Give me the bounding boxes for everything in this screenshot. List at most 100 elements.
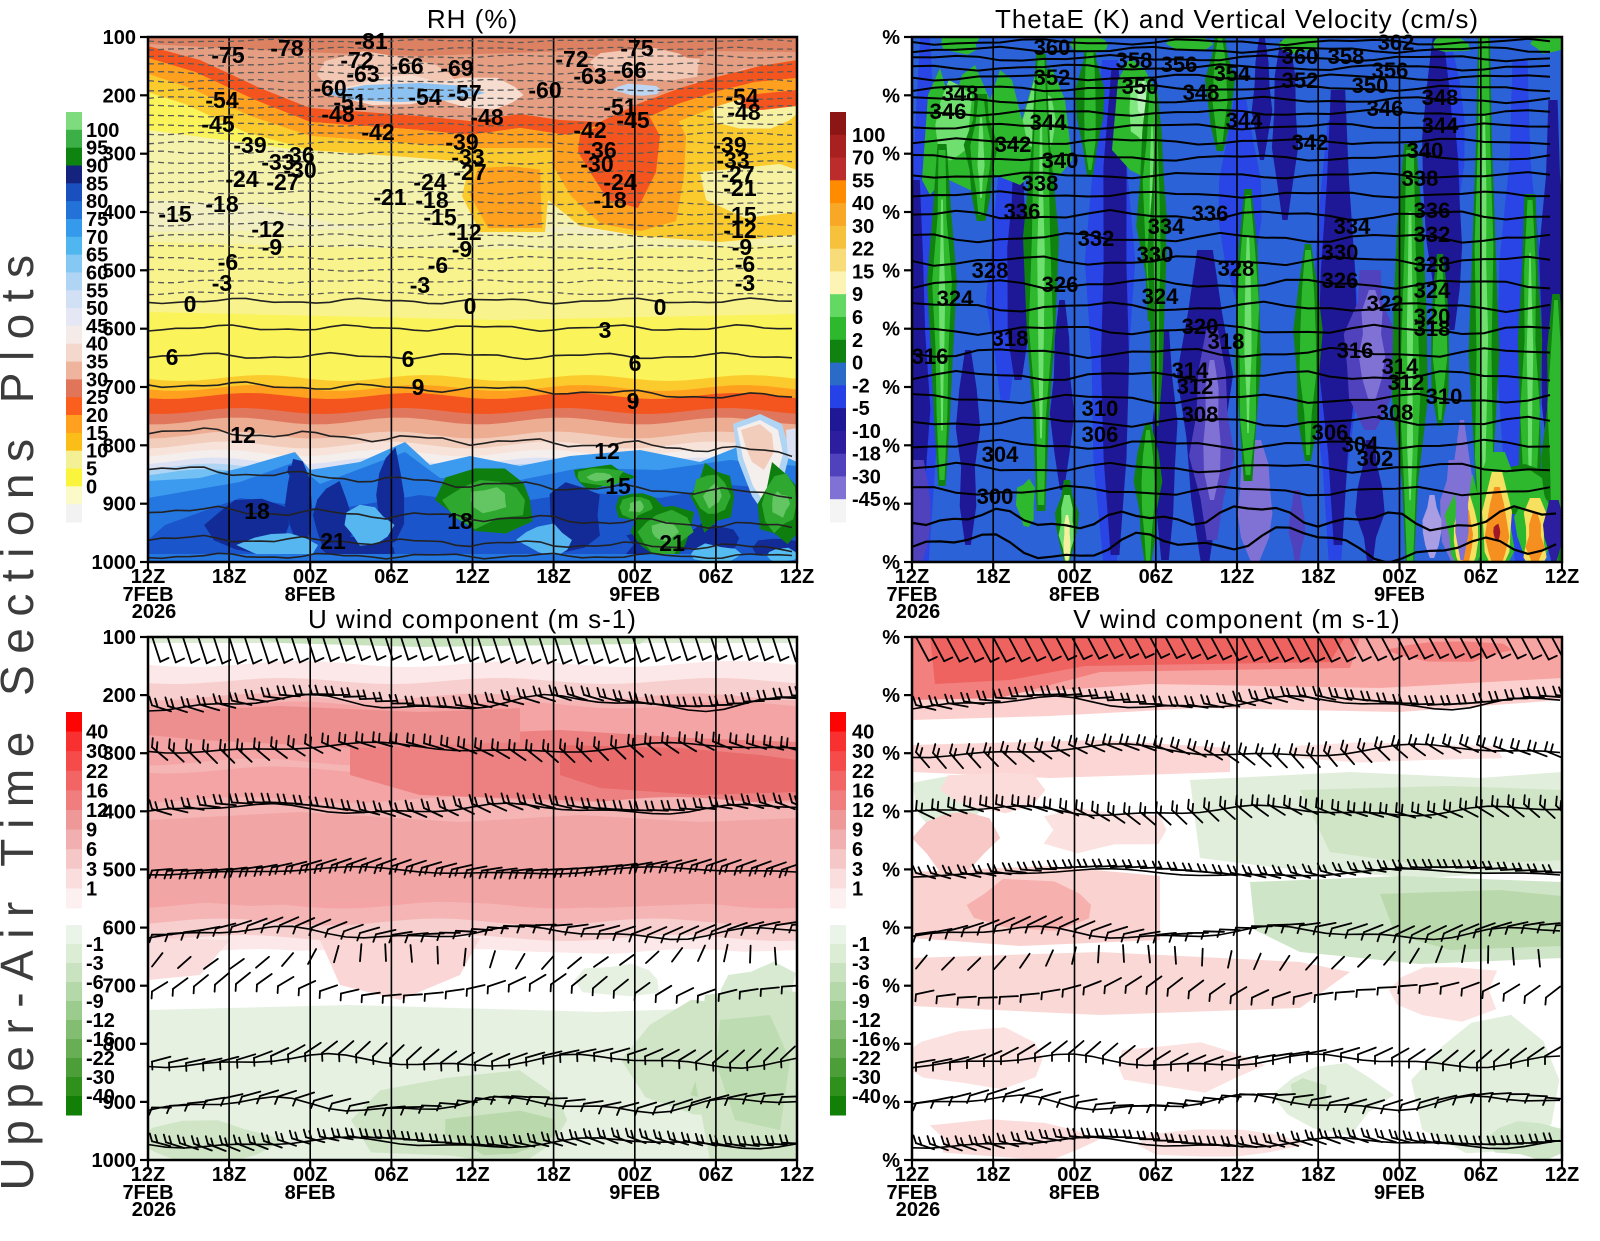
svg-text:-21: -21 [373, 184, 406, 210]
svg-text:12: 12 [594, 438, 620, 464]
svg-text:-18: -18 [205, 191, 238, 217]
svg-text:15: 15 [605, 473, 631, 499]
svg-text:338: 338 [1022, 171, 1059, 196]
svg-text:12Z: 12Z [1545, 566, 1579, 588]
svg-text:-63: -63 [346, 61, 379, 87]
svg-text:-9: -9 [452, 236, 472, 262]
svg-text:18Z: 18Z [1301, 1164, 1335, 1186]
svg-text:0: 0 [852, 353, 863, 375]
svg-text:8FEB: 8FEB [1049, 1182, 1100, 1204]
svg-text:326: 326 [1322, 268, 1359, 293]
svg-text:342: 342 [995, 132, 1032, 157]
svg-text:21: 21 [659, 530, 685, 556]
svg-text:9: 9 [627, 388, 640, 414]
svg-text:600: 600 [103, 918, 136, 940]
svg-text:-40: -40 [86, 1086, 115, 1108]
svg-text:310: 310 [1082, 396, 1119, 421]
svg-text:V wind component (m s-1): V wind component (m s-1) [1073, 604, 1400, 634]
svg-text:360: 360 [1034, 35, 1071, 60]
svg-text:302: 302 [1357, 446, 1394, 471]
svg-text:356: 356 [1161, 52, 1198, 77]
svg-text:12Z: 12Z [1545, 1164, 1579, 1186]
svg-text:900: 900 [103, 494, 136, 516]
svg-text:%: % [882, 1034, 900, 1056]
svg-text:350: 350 [1352, 73, 1389, 98]
svg-text:6: 6 [166, 344, 179, 370]
svg-text:9FEB: 9FEB [1374, 584, 1425, 606]
svg-text:100: 100 [103, 27, 136, 49]
svg-text:18: 18 [447, 508, 473, 534]
svg-text:%: % [882, 260, 900, 282]
svg-text:-75: -75 [211, 42, 244, 68]
svg-text:-66: -66 [390, 53, 423, 79]
svg-text:332: 332 [1414, 222, 1451, 247]
svg-text:%: % [882, 859, 900, 881]
svg-text:340: 340 [1042, 148, 1079, 173]
svg-text:%: % [882, 743, 900, 765]
svg-text:-21: -21 [723, 175, 756, 201]
svg-text:358: 358 [1116, 48, 1153, 73]
svg-text:1000: 1000 [92, 552, 137, 574]
svg-text:0: 0 [184, 291, 197, 317]
svg-text:12Z: 12Z [1220, 566, 1254, 588]
svg-text:-27: -27 [453, 159, 486, 185]
svg-text:%: % [882, 319, 900, 341]
svg-text:352: 352 [1034, 65, 1071, 90]
svg-text:-48: -48 [470, 104, 503, 130]
svg-text:12Z: 12Z [1220, 1164, 1254, 1186]
svg-text:324: 324 [1142, 284, 1179, 309]
svg-text:0: 0 [86, 476, 97, 498]
svg-text:6: 6 [402, 346, 415, 372]
svg-text:300: 300 [977, 484, 1014, 509]
svg-text:348: 348 [1422, 85, 1459, 110]
svg-text:-3: -3 [410, 272, 430, 298]
svg-text:8FEB: 8FEB [285, 584, 336, 606]
svg-text:312: 312 [1177, 374, 1214, 399]
svg-text:30: 30 [852, 216, 874, 238]
svg-text:-42: -42 [361, 119, 394, 145]
svg-text:3: 3 [599, 317, 612, 343]
svg-text:330: 330 [1137, 242, 1174, 267]
svg-text:%: % [882, 801, 900, 823]
svg-text:316: 316 [912, 344, 949, 369]
svg-text:310: 310 [1426, 384, 1463, 409]
svg-text:-54: -54 [408, 84, 441, 110]
svg-text:-40: -40 [852, 1086, 881, 1108]
svg-text:12Z: 12Z [455, 566, 489, 588]
svg-text:ThetaE (K) and Vertical Veloci: ThetaE (K) and Vertical Velocity (cm/s) [995, 4, 1479, 34]
svg-text:12Z: 12Z [780, 1164, 814, 1186]
svg-text:2026: 2026 [896, 601, 941, 623]
svg-text:18: 18 [244, 498, 270, 524]
svg-text:324: 324 [1414, 278, 1451, 303]
svg-text:-9: -9 [262, 234, 282, 260]
svg-text:9: 9 [412, 374, 425, 400]
svg-text:12Z: 12Z [780, 566, 814, 588]
svg-text:328: 328 [1414, 252, 1451, 277]
svg-text:-18: -18 [852, 444, 881, 466]
svg-text:12: 12 [230, 422, 256, 448]
svg-text:%: % [882, 685, 900, 707]
svg-text:9FEB: 9FEB [609, 1182, 660, 1204]
svg-text:12Z: 12Z [455, 1164, 489, 1186]
svg-text:340: 340 [1407, 138, 1444, 163]
svg-text:342: 342 [1292, 130, 1329, 155]
svg-text:22: 22 [852, 239, 874, 261]
svg-text:-3: -3 [735, 270, 755, 296]
svg-text:%: % [882, 918, 900, 940]
svg-text:-57: -57 [448, 80, 481, 106]
svg-text:318: 318 [992, 326, 1029, 351]
svg-text:2026: 2026 [132, 601, 177, 623]
svg-text:1: 1 [86, 878, 97, 900]
svg-text:306: 306 [1082, 422, 1119, 447]
svg-text:338: 338 [1402, 166, 1439, 191]
svg-text:1000: 1000 [92, 1150, 137, 1172]
svg-text:18Z: 18Z [976, 1164, 1010, 1186]
svg-text:-69: -69 [440, 55, 473, 81]
svg-text:326: 326 [1042, 272, 1079, 297]
svg-text:2: 2 [852, 330, 863, 352]
svg-text:9: 9 [852, 284, 863, 306]
svg-text:55: 55 [852, 170, 874, 192]
svg-text:200: 200 [103, 685, 136, 707]
svg-text:332: 332 [1078, 226, 1115, 251]
svg-text:06Z: 06Z [699, 1164, 733, 1186]
